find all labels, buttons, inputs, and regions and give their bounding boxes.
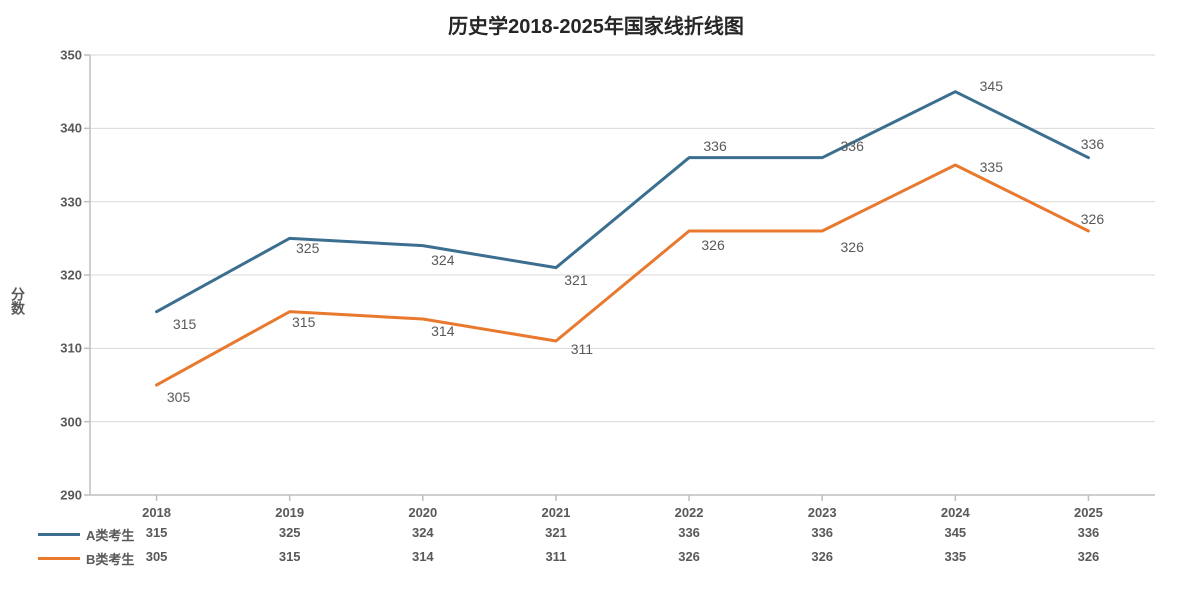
- data-label: 326: [841, 239, 864, 255]
- y-tick-label: 300: [60, 414, 82, 429]
- data-label: 336: [1081, 136, 1104, 152]
- legend-data-cell: 305: [146, 549, 168, 564]
- data-label: 315: [292, 314, 315, 330]
- x-tick-label: 2022: [675, 505, 704, 520]
- legend-swatch: [38, 557, 80, 560]
- x-tick-label: 2019: [275, 505, 304, 520]
- x-tick-label: 2018: [142, 505, 171, 520]
- legend-data-cell: 336: [1078, 525, 1100, 540]
- data-label: 314: [431, 323, 454, 339]
- data-label: 325: [296, 240, 319, 256]
- legend-data-cell: 315: [279, 549, 301, 564]
- legend-data-cell: 336: [678, 525, 700, 540]
- chart-container: 历史学2018-2025年国家线折线图 分数 29030031032033034…: [0, 0, 1192, 602]
- legend-data-cell: 335: [944, 549, 966, 564]
- x-tick-label: 2024: [941, 505, 970, 520]
- data-label: 321: [564, 272, 587, 288]
- data-label: 324: [431, 252, 454, 268]
- y-tick-label: 350: [60, 48, 82, 63]
- x-tick-label: 2025: [1074, 505, 1103, 520]
- y-tick-label: 340: [60, 121, 82, 136]
- legend-data-cell: 326: [1078, 549, 1100, 564]
- y-tick-label: 290: [60, 488, 82, 503]
- legend-data-cell: 321: [545, 525, 567, 540]
- data-label: 335: [980, 159, 1003, 175]
- y-tick-label: 320: [60, 268, 82, 283]
- data-label: 336: [841, 138, 864, 154]
- data-label: 336: [703, 138, 726, 154]
- data-label: 311: [571, 341, 593, 357]
- legend-data-cell: 315: [146, 525, 168, 540]
- legend-data-cell: 325: [279, 525, 301, 540]
- x-tick-label: 2020: [408, 505, 437, 520]
- legend-swatch: [38, 533, 80, 536]
- legend-data-cell: 326: [811, 549, 833, 564]
- data-label: 326: [701, 237, 724, 253]
- x-tick-label: 2021: [541, 505, 570, 520]
- legend-data-cell: 326: [678, 549, 700, 564]
- y-tick-label: 330: [60, 194, 82, 209]
- data-label: 345: [980, 78, 1003, 94]
- x-tick-label: 2023: [808, 505, 837, 520]
- y-tick-label: 310: [60, 341, 82, 356]
- legend-label: A类考生: [86, 525, 134, 544]
- legend-data-cell: 336: [811, 525, 833, 540]
- data-label: 305: [167, 389, 190, 405]
- legend-label: B类考生: [86, 549, 134, 568]
- legend-data-cell: 345: [944, 525, 966, 540]
- legend-data-cell: 314: [412, 549, 434, 564]
- legend-data-cell: 324: [412, 525, 434, 540]
- chart-svg: [0, 0, 1192, 602]
- legend-data-cell: 311: [545, 549, 566, 564]
- data-label: 326: [1081, 211, 1104, 227]
- data-label: 315: [173, 316, 196, 332]
